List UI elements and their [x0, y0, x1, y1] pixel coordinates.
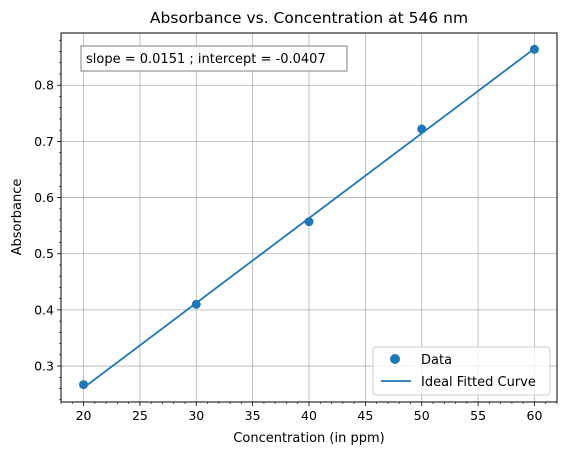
- y-tick-label: 0.4: [34, 302, 54, 317]
- y-axis-label: Absorbance: [10, 179, 25, 256]
- annotation-frame: [80, 45, 348, 72]
- annotation-box: slope = 0.0151 ; intercept = -0.0407: [80, 45, 348, 72]
- data-point: [529, 44, 539, 54]
- chart-title: Absorbance vs. Concentration at 546 nm: [150, 9, 468, 27]
- data-point: [417, 124, 427, 134]
- minor-ticks: [59, 40, 558, 404]
- x-tick-label: 20: [76, 408, 92, 423]
- x-axis-label: Concentration (in ppm): [233, 431, 384, 446]
- x-tick-label: 35: [245, 408, 261, 423]
- legend-marker-data: [390, 354, 400, 364]
- x-tick-label: 55: [470, 408, 486, 423]
- y-tick-label: 0.6: [34, 190, 54, 205]
- y-tick-label: 0.5: [34, 246, 54, 261]
- x-tick-label: 40: [301, 408, 317, 423]
- x-tick-label: 30: [188, 408, 204, 423]
- legend-label-fitted-curve: Ideal Fitted Curve: [421, 375, 536, 390]
- plot-frame: [60, 32, 558, 403]
- annotation-text: slope = 0.0151 ; intercept = -0.0407: [86, 52, 326, 67]
- major-ticks: 20 25 30 35 40 45 50 55 60 0.3 0.4 0.5 0.6 0.7 0.8: [34, 78, 542, 423]
- x-tick-label: 60: [527, 408, 543, 423]
- y-tick-label: 0.3: [34, 359, 54, 374]
- x-tick-label: 25: [132, 408, 148, 423]
- data-point: [191, 299, 201, 309]
- y-tick-label: 0.7: [34, 134, 54, 149]
- legend: Data Ideal Fitted Curve: [372, 346, 551, 396]
- x-tick-label: 45: [357, 408, 373, 423]
- legend-label-data: Data: [421, 353, 452, 368]
- data-points-layer: [79, 44, 539, 390]
- data-point: [79, 380, 89, 390]
- data-point: [304, 217, 314, 227]
- legend-frame: [372, 346, 551, 396]
- y-tick-label: 0.8: [34, 78, 54, 93]
- x-tick-label: 50: [414, 408, 430, 423]
